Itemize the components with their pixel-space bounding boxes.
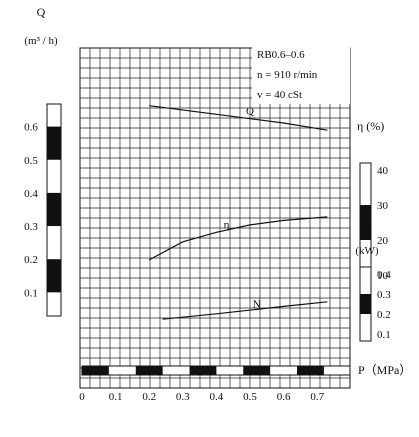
q-tick-labels: 0.1 0.2 0.3 0.4 0.5 0.6 [24, 122, 38, 300]
q-scale-segment [47, 259, 61, 293]
p-axis-label: P（MPa） [358, 363, 411, 377]
p-tick-label: 0.7 [310, 391, 324, 403]
p-tick-label: 0.3 [176, 391, 190, 403]
curve-label-q: Q [246, 106, 254, 118]
n-scale-bar [359, 266, 372, 342]
q-tick-label: 0.4 [24, 188, 38, 200]
p-tick-label: 0.4 [210, 391, 224, 403]
chart-grid [79, 47, 351, 389]
p-tick-label: 0.1 [109, 391, 123, 403]
n-tick-label: 0.3 [377, 289, 391, 301]
eta-tick-label: 20 [377, 235, 389, 247]
q-tick-label: 0.1 [24, 287, 38, 299]
q-scale-bar [46, 103, 62, 317]
q-tick-label: 0.6 [24, 122, 38, 134]
p-scale-segment [82, 366, 109, 375]
n-scale-segment [360, 294, 371, 314]
eta-tick-label: 10 [377, 270, 389, 282]
p-tick-label: 0.6 [277, 391, 291, 403]
q-axis-unit: (m³ / h) [24, 35, 58, 47]
q-tick-label: 0.2 [24, 254, 38, 266]
q-scale-segment [47, 126, 61, 160]
p-tick-label: 0.2 [142, 391, 156, 403]
p-tick-label: 0 [79, 391, 85, 403]
curve-eta [148, 216, 328, 261]
q-axis-label: Q [37, 5, 46, 19]
q-tick-label: 0.3 [24, 221, 38, 233]
p-scale-segment [243, 366, 271, 375]
annotation-box [252, 41, 350, 104]
eta-axis-label: η (%) [357, 119, 384, 133]
p-scale-segment [297, 366, 324, 375]
annotation-speed: n = 910 r/min [257, 69, 318, 81]
curve-q [149, 105, 328, 131]
annotation-viscosity: v = 40 cSt [257, 89, 302, 101]
eta-tick-label: 40 [377, 165, 389, 177]
n-tick-label: 0.2 [377, 309, 391, 321]
curves: Qη N [148, 105, 328, 320]
q-tick-label: 0.5 [24, 155, 38, 167]
curve-label-n: N [253, 298, 261, 310]
q-scale-segment [47, 192, 61, 227]
n-axis-label: N [363, 225, 372, 239]
n-tick-labels: 0.1 0.2 0.3 0.4 [377, 269, 391, 341]
eta-tick-label: 30 [377, 200, 389, 212]
p-scale-segment [189, 366, 217, 375]
eta-scale-segment [360, 205, 371, 240]
curve-n [162, 301, 328, 320]
n-axis-unit: (kW) [355, 245, 379, 257]
annotation-model: RB0.6–0.6 [257, 49, 305, 61]
p-scale-bar [81, 365, 351, 376]
n-tick-label: 0.1 [377, 329, 391, 341]
p-tick-label: 0.5 [243, 391, 257, 403]
n-tick-label: 0.4 [377, 269, 391, 281]
eta-tick-labels: 10 20 30 40 [377, 165, 389, 282]
eta-scale-bar [359, 162, 372, 283]
p-tick-labels: 0 0.1 0.2 0.3 0.4 0.5 0.6 0.7 [79, 391, 324, 403]
curve-label-eta: η [224, 219, 230, 231]
p-scale-segment [135, 366, 163, 375]
